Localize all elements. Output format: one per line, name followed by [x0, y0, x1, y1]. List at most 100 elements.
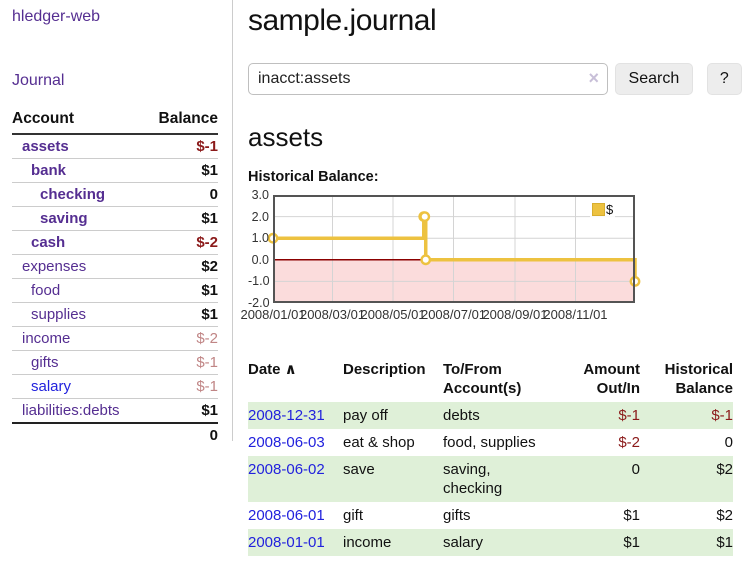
y-axis-tick: -1.0: [248, 274, 270, 289]
y-axis-tick: -2.0: [248, 296, 270, 310]
main-content: sample.journal × Search ? assets Histori…: [240, 0, 742, 556]
y-axis-tick: 2.0: [251, 209, 269, 224]
sidebar: hledger-web Journal Account Balance asse…: [0, 0, 233, 447]
transaction-row: 2008-12-31 pay off debts $-1 $-1: [248, 402, 733, 429]
sort-ascending-icon[interactable]: ∧: [280, 361, 297, 378]
help-button[interactable]: ?: [706, 63, 742, 95]
transaction-date-cell: 2008-06-01: [248, 502, 343, 529]
account-cell: salary: [12, 374, 145, 399]
account-link-supplies[interactable]: supplies: [31, 306, 87, 323]
account-link-income[interactable]: income: [22, 330, 71, 347]
search-button[interactable]: Search: [615, 63, 693, 95]
clear-search-icon[interactable]: ×: [588, 68, 599, 88]
transaction-date-link[interactable]: 2008-06-03: [248, 434, 325, 451]
account-row: supplies $1: [12, 302, 218, 327]
transaction-date-link[interactable]: 2008-01-01: [248, 534, 325, 551]
transaction-accounts: saving, checking: [443, 461, 503, 497]
transaction-balance: $-1: [711, 407, 733, 424]
account-cell: saving: [12, 206, 145, 231]
account-balance: $1: [144, 302, 218, 327]
account-balance: $2: [144, 254, 218, 279]
transaction-description: gift: [343, 507, 364, 524]
register-header-historical: Historical Balance: [664, 361, 733, 397]
account-balance: $-1: [144, 350, 218, 375]
account-cell: food: [12, 278, 145, 303]
transaction-description: pay off: [343, 407, 388, 424]
search-input[interactable]: [248, 63, 608, 95]
transaction-row: 2008-06-03 eat & shop food, supplies $-2 0: [248, 429, 733, 456]
account-row: expenses $2: [12, 254, 218, 279]
account-link-gifts[interactable]: gifts: [31, 354, 59, 371]
register-header-date[interactable]: Date ∧: [248, 361, 297, 378]
register-table: Date ∧ Description To/From Account(s) Amount…: [248, 358, 733, 556]
x-axis-tick: 2008/03/01: [299, 307, 366, 322]
transaction-description: income: [343, 534, 392, 551]
transaction-accounts: food, supplies: [443, 434, 536, 451]
account-balance: $1: [144, 158, 218, 183]
transaction-accounts: debts: [443, 407, 480, 424]
account-link-assets[interactable]: assets: [22, 138, 69, 155]
x-axis-tick: 2008/07/01: [420, 307, 487, 322]
x-axis-tick: 2008/05/01: [360, 307, 426, 322]
transaction-accounts: salary: [443, 534, 484, 551]
transaction-balance: $2: [716, 507, 733, 524]
account-link-expenses[interactable]: expenses: [22, 258, 87, 275]
transaction-date-link[interactable]: 2008-06-02: [248, 461, 325, 478]
search-form: × Search ?: [248, 63, 742, 95]
sidebar-item-journal[interactable]: Journal: [12, 72, 65, 89]
transaction-amount: $1: [623, 534, 640, 551]
transaction-date-cell: 2008-06-02: [248, 456, 343, 502]
account-link-liabilities-debts[interactable]: liabilities:debts: [22, 402, 120, 419]
account-row: cash $-2: [12, 230, 218, 255]
account-cell: bank: [12, 158, 145, 183]
accounts-total-value: 0: [144, 422, 218, 447]
accounts-total-row: 0: [12, 422, 218, 447]
account-link-salary[interactable]: salary: [31, 378, 72, 395]
transaction-balance: 0: [724, 434, 733, 451]
account-cell: supplies: [12, 302, 145, 327]
account-balance: $1: [144, 206, 218, 231]
legend-swatch-icon: [592, 203, 605, 216]
transaction-description: save: [343, 461, 375, 478]
account-link-bank[interactable]: bank: [31, 162, 67, 179]
account-link-checking[interactable]: checking: [40, 186, 106, 203]
transaction-date-cell: 2008-06-03: [248, 429, 343, 456]
account-balance: $-2: [144, 326, 218, 351]
accounts-header-account: Account: [12, 107, 145, 135]
account-row: salary $-1: [12, 374, 218, 399]
transaction-balance: $2: [716, 461, 733, 478]
account-balance: $1: [144, 278, 218, 303]
transaction-date-link[interactable]: 2008-12-31: [248, 407, 325, 424]
account-balance: $-1: [196, 138, 218, 155]
account-row: liabilities:debts $1: [12, 398, 218, 423]
account-cell: checking: [12, 182, 145, 207]
account-link-cash[interactable]: cash: [31, 234, 66, 251]
balance-chart-plot: [267, 195, 641, 303]
register-header-amount: Amount Out/In: [583, 361, 640, 397]
account-cell: liabilities:debts: [12, 398, 145, 423]
plot-border: [273, 195, 635, 303]
account-cell: expenses: [12, 254, 145, 279]
transaction-amount: $-2: [618, 434, 640, 451]
transaction-date-cell: 2008-01-01: [248, 529, 343, 556]
account-link-food[interactable]: food: [31, 282, 61, 299]
app-title-link[interactable]: hledger-web: [12, 8, 101, 25]
account-link-saving[interactable]: saving: [40, 210, 88, 227]
register-header-description: Description: [343, 361, 426, 378]
transaction-amount: 0: [631, 461, 640, 478]
accounts-total-spacer: [12, 422, 145, 447]
accounts-table: Account Balance assets $-1 bank $1 checking 0…: [12, 107, 218, 447]
account-balance: $-2: [144, 230, 218, 255]
x-axis-tick: 2008/11/01: [543, 307, 608, 322]
y-axis-tick: 0.0: [251, 252, 269, 267]
x-axis-tick: 2008/01/01: [240, 307, 306, 322]
data-point-marker: [419, 211, 431, 223]
transaction-date-link[interactable]: 2008-06-01: [248, 507, 325, 524]
transaction-row: 2008-06-01 gift gifts $1 $2: [248, 502, 733, 529]
account-balance: $1: [144, 398, 218, 423]
account-row: income $-2: [12, 326, 218, 351]
accounts-header-balance: Balance: [144, 107, 218, 135]
register-header-to-from: To/From Account(s): [443, 361, 522, 397]
y-axis-tick: 3.0: [251, 188, 269, 202]
account-heading: assets: [248, 122, 324, 152]
